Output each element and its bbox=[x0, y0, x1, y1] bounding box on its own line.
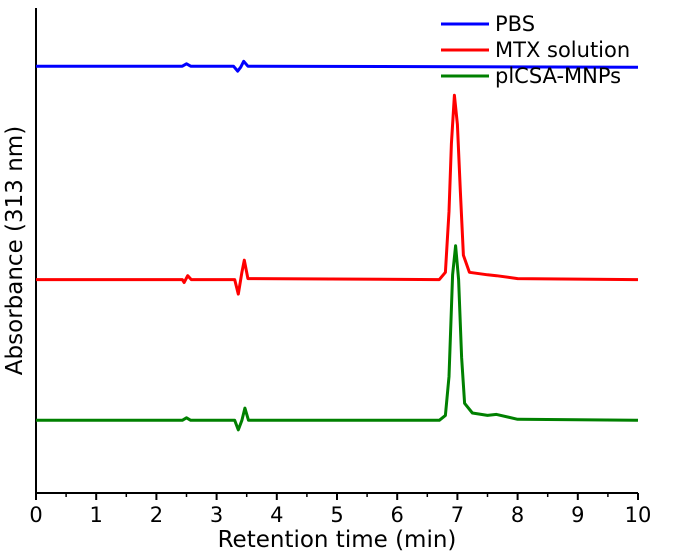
x-tick-label: 8 bbox=[511, 503, 524, 527]
x-tick-label: 9 bbox=[571, 503, 584, 527]
series-line-2 bbox=[36, 244, 639, 432]
x-axis-ticks: 0 1 2 3 4 5 6 7 8 9 10 bbox=[29, 493, 651, 527]
x-tick-label: 5 bbox=[330, 503, 343, 527]
x-tick-label: 7 bbox=[451, 503, 464, 527]
plot-area: 0 1 2 3 4 5 6 7 8 9 10 bbox=[29, 8, 651, 527]
y-axis-title: Absorbance (313 nm) bbox=[2, 126, 28, 375]
x-tick-label: 0 bbox=[29, 503, 42, 527]
legend-label: plCSA-MNPs bbox=[495, 64, 621, 88]
x-tick-label: 1 bbox=[90, 503, 103, 527]
legend-label: PBS bbox=[495, 12, 535, 36]
series-line-1 bbox=[36, 93, 639, 296]
x-tick-label: 4 bbox=[270, 503, 283, 527]
x-tick-label: 10 bbox=[625, 503, 652, 527]
legend-label: MTX solution bbox=[495, 38, 630, 62]
x-tick-label: 3 bbox=[210, 503, 223, 527]
x-axis-title: Retention time (min) bbox=[218, 527, 457, 553]
x-tick-label: 6 bbox=[391, 503, 404, 527]
series-line-0 bbox=[36, 59, 639, 73]
x-tick-label: 2 bbox=[150, 503, 163, 527]
series-lines bbox=[36, 59, 639, 432]
